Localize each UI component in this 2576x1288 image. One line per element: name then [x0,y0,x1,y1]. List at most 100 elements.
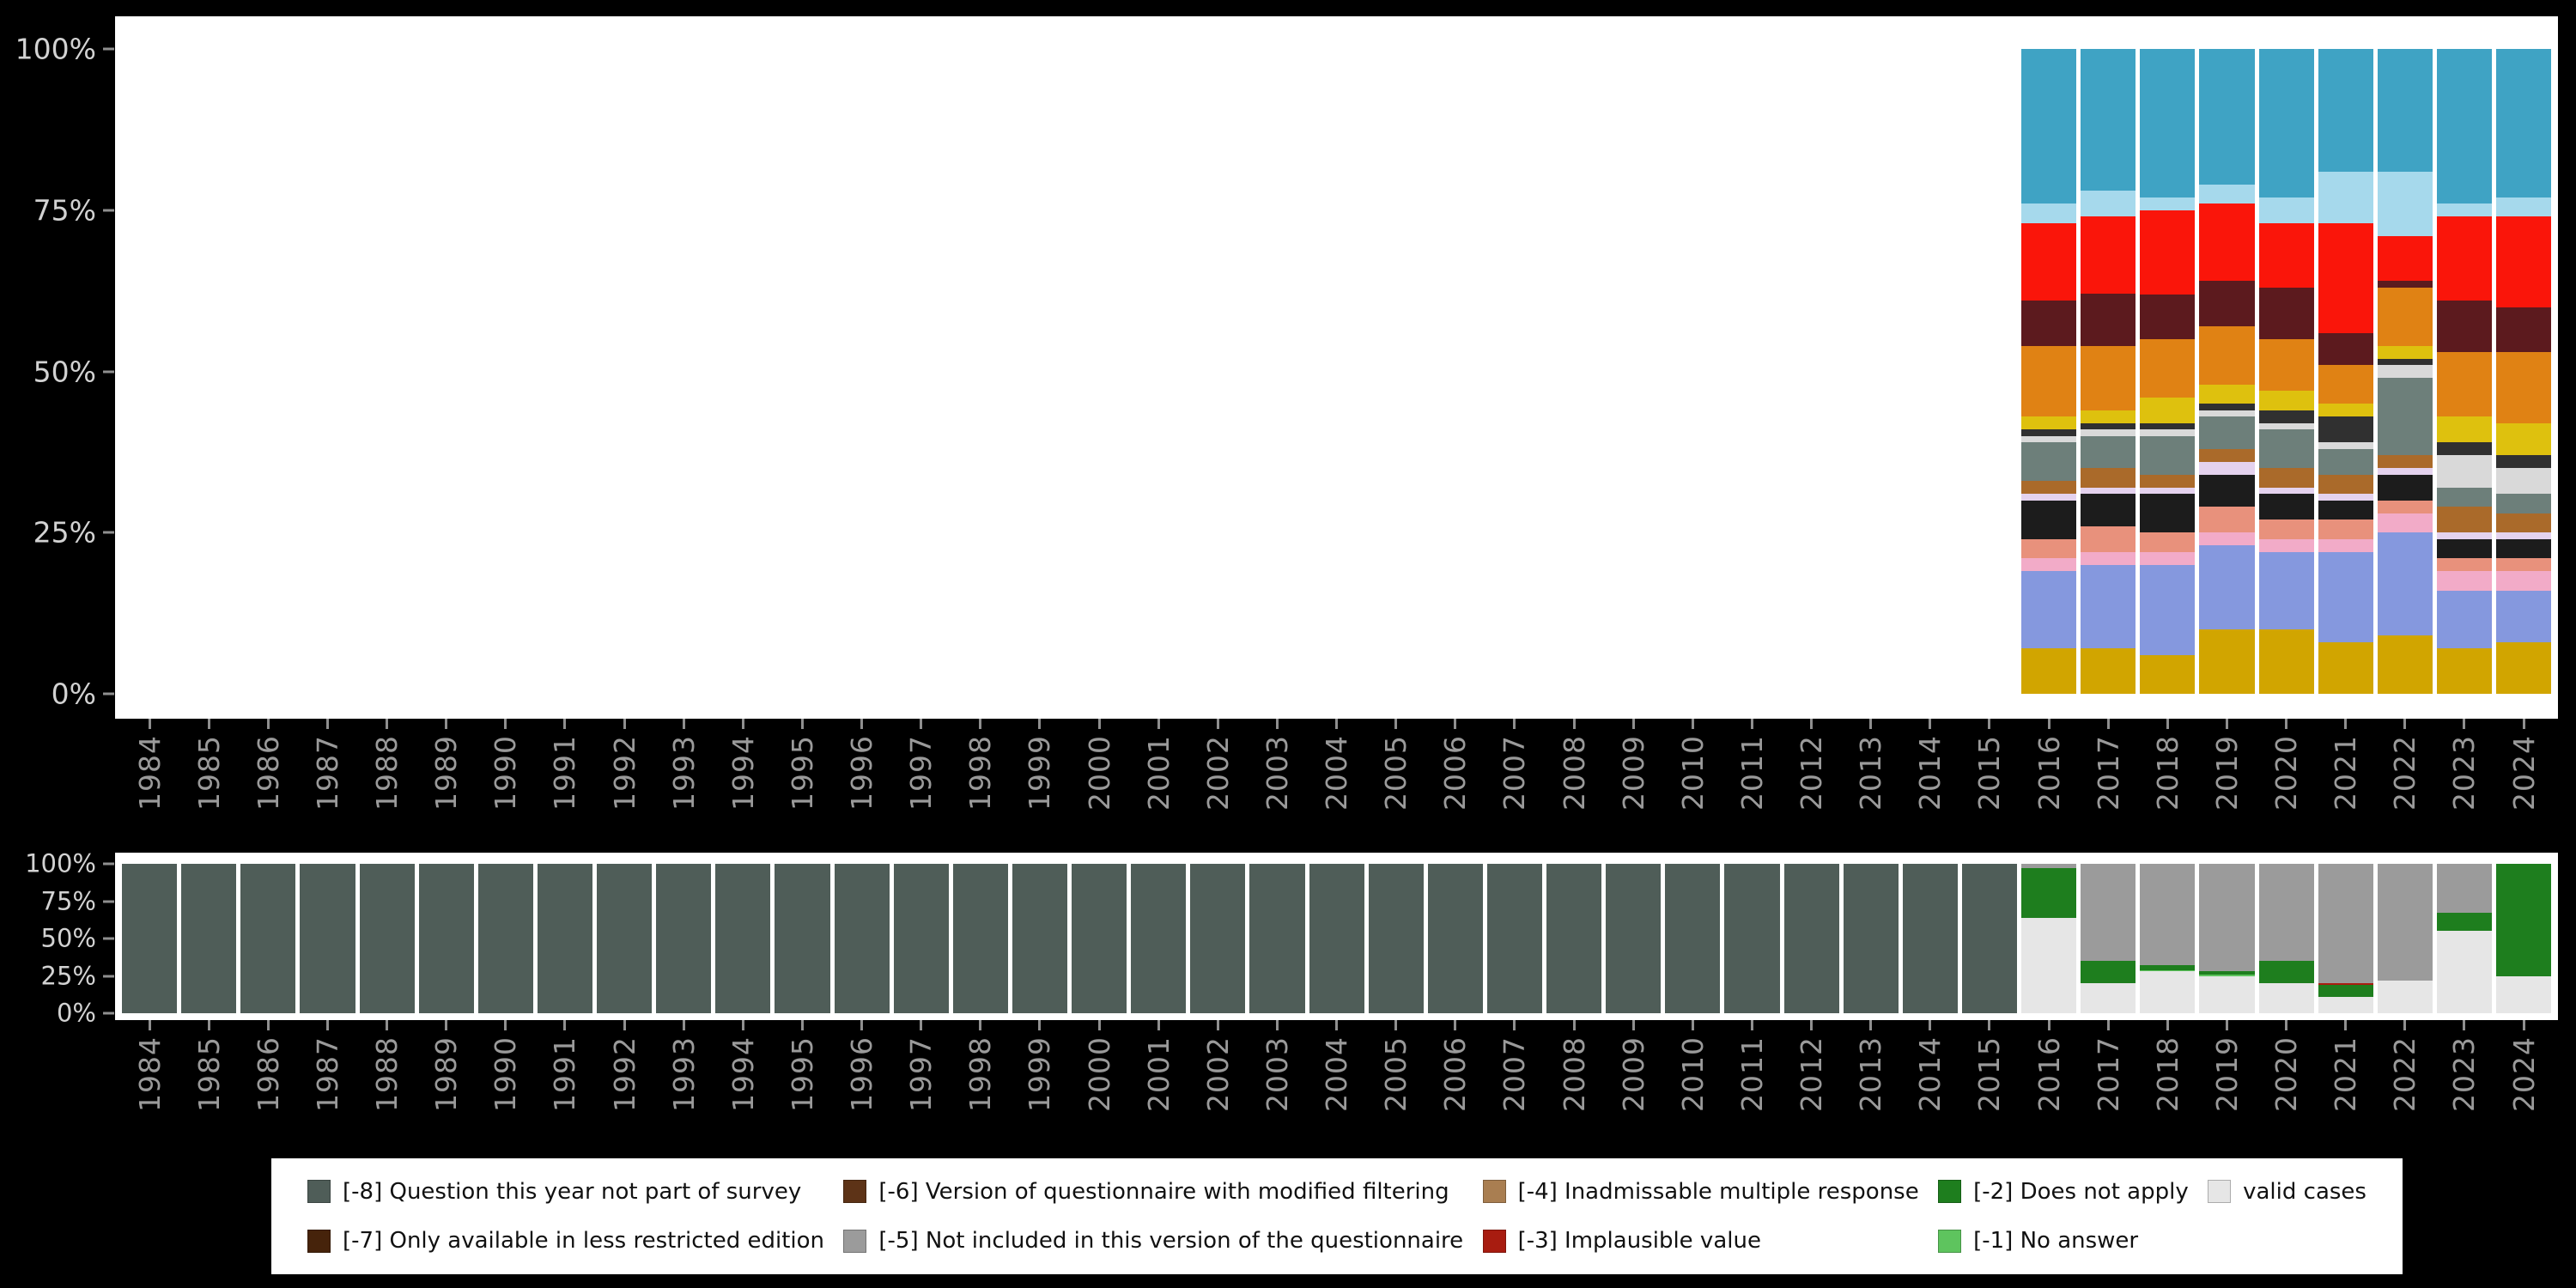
x-axis-year-label: 2013 [1854,735,1888,811]
segment-salmon [2436,558,2492,572]
segment-gold [2081,648,2136,694]
segment-gold [2436,648,2492,694]
segment-dark-gray [2318,416,2373,443]
segment-dark-gray [2199,404,2255,410]
x-axis-tick [979,1020,982,1030]
x-cell-2020: 2020 [2259,1020,2314,1112]
segment-brown [2318,474,2373,495]
x-axis-tick [2344,1020,2348,1030]
year-column-1993 [656,49,711,694]
segment-light-pink [2318,538,2373,552]
year-column-2019 [2199,49,2255,694]
x-axis-tick [1097,719,1101,729]
segment-dark-gray [2081,422,2136,430]
x-axis-year-label: 1987 [310,735,344,811]
x-axis-year-label: 2011 [1735,1036,1769,1112]
year-column-2013 [1843,864,1899,1013]
segment-black [2021,500,2077,539]
segment-lavender [2436,532,2492,539]
year-column-1986 [240,49,295,694]
legend-item: [-3] Implausible value [1482,1228,1919,1255]
segment-[-8] Question this year not part of survey [1368,864,1424,1013]
segment-cornflower-blue [2199,545,2255,629]
y-axis-label: 75% [40,886,96,915]
x-axis-tick [1275,1020,1279,1030]
year-column-2002 [1190,49,1245,694]
segment-black [2081,494,2136,526]
legend-item-label: [-5] Not included in this version of the… [878,1228,1464,1255]
year-column-2001 [1131,49,1186,694]
x-axis-tick [386,719,389,729]
segment-sky-blue [2258,197,2314,223]
y-axis-tick [103,692,114,696]
x-axis-tick [2403,719,2407,729]
segment-[-2] Does not apply [2199,971,2255,975]
x-cell-2017: 2017 [2081,1020,2136,1112]
legend-item-label: [-3] Implausible value [1517,1228,1761,1255]
x-axis-year-label: 2024 [2506,1036,2541,1112]
segment-red [2496,216,2552,307]
x-cell-1993: 1993 [656,1020,711,1112]
segment-[-8] Question this year not part of survey [952,864,1008,1013]
x-axis-year-label: 1997 [904,1036,939,1112]
legend-swatch [843,1180,867,1204]
segment-slate-gray [2377,378,2433,456]
legend-swatch [1938,1180,1962,1204]
y-axis-tick [103,531,114,534]
year-column-2017 [2081,49,2136,694]
x-cell-1990: 1990 [478,719,533,811]
x-axis-tick [1216,719,1219,729]
x-cell-2023: 2023 [2437,719,2492,811]
segment-salmon [2021,538,2077,559]
segment-[-8] Question this year not part of survey [893,864,949,1013]
segment-sky-blue [2140,197,2196,210]
x-cell-2001: 2001 [1131,1020,1186,1112]
x-axis-tick [2522,1020,2525,1030]
year-column-2016 [2021,864,2077,1013]
x-cell-1991: 1991 [538,1020,592,1112]
x-cell-2022: 2022 [2378,1020,2433,1112]
x-axis-tick [1750,719,1753,729]
year-column-2019 [2199,864,2255,1013]
segment-valid cases [2377,980,2433,1013]
segment-red [2140,210,2196,295]
x-cell-2002: 2002 [1190,719,1245,811]
segment-gold [2021,648,2077,694]
x-axis-year-label: 2019 [2209,735,2244,811]
year-column-1992 [597,864,653,1013]
segment-slate-gray [2140,435,2196,475]
year-column-1999 [1012,49,1067,694]
x-axis-year-label: 1989 [429,735,464,811]
segment-[-8] Question this year not part of survey [300,864,355,1013]
segment-orange [2140,339,2196,398]
legend-item-label: [-7] Only available in less restricted e… [343,1228,825,1255]
segment-[-8] Question this year not part of survey [1606,864,1662,1013]
x-axis-year-label: 1985 [191,735,226,811]
segment-valid cases [2436,931,2492,1013]
segment-dark-gray [2140,422,2196,430]
segment-orange [2496,352,2552,423]
x-axis-tick [2463,1020,2466,1030]
segment-light-gray [2318,442,2373,449]
x-cell-1991: 1991 [538,719,592,811]
x-axis-year-label: 2008 [1557,1036,1591,1112]
segment-light-pink [2496,571,2552,591]
x-axis-tick [2225,719,2228,729]
segment-[-8] Question this year not part of survey [418,864,474,1013]
legend-swatch [1482,1180,1506,1204]
x-axis-year-label: 2006 [1438,735,1473,811]
segment-lavender [2199,461,2255,475]
x-axis-tick [1929,1020,1932,1030]
x-cell-2018: 2018 [2140,719,2195,811]
segment-[-8] Question this year not part of survey [1724,864,1780,1013]
x-cell-2003: 2003 [1249,719,1304,811]
x-axis-tick [1394,719,1398,729]
top-chart-plot-area [115,49,2558,694]
y-axis-tick [103,900,114,902]
x-axis-year-label: 2017 [2091,1036,2125,1112]
segment-[-2] Does not apply [2318,984,2373,997]
x-axis-year-label: 1991 [548,1036,582,1112]
segment-[-8] Question this year not part of survey [656,864,712,1013]
x-cell-1988: 1988 [360,719,415,811]
